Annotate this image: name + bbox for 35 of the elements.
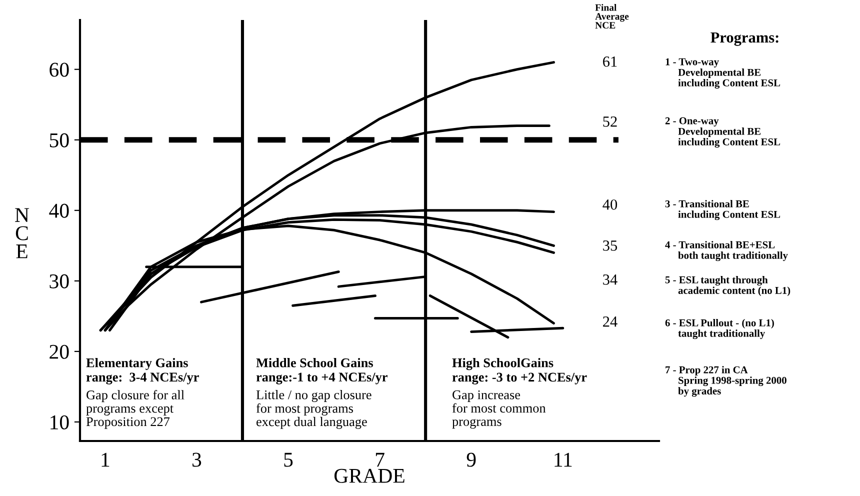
text: 1 - Two-way Developmental BE including Content ESL [666, 58, 780, 89]
y-tick-label: 30 [50, 274, 69, 288]
annotation: 34 [603, 274, 618, 285]
text: 3 - Transitional BE including Content ESL [665, 200, 780, 220]
x-tick-label: 3 [192, 452, 202, 467]
x-tick-label: 7 [376, 452, 384, 467]
x-tick-label: 11 [554, 452, 572, 467]
text: 7 - Prop 227 in CA Spring 1998-spring 2000 by grades [666, 366, 786, 397]
annotation: Little / no gap closure for most programs except dual language [256, 390, 372, 429]
x-axis-title: GRADE [334, 468, 404, 483]
x-tick-label: 1 [102, 452, 110, 467]
x-tick-label: 5 [284, 452, 293, 467]
text: 5 - ESL taught through academic content (no L1) [665, 276, 790, 296]
annotation: Gap increase for most common programs [452, 390, 546, 429]
y-tick-label: 50 [50, 133, 69, 148]
y-tick-label: 10 [50, 415, 69, 430]
annotation: 40 [602, 199, 618, 210]
y-tick-label: 20 [50, 344, 69, 359]
text: 6 - ESL Pullout - (no L1) taught traditionally [665, 319, 774, 340]
text: 4 - Transitional BE+ESL both taught traditionally [665, 241, 788, 262]
x-tick-label: 9 [466, 452, 476, 467]
text: 2 - One-way Developmental BE including Content ESL [665, 117, 780, 148]
annotation: 24 [603, 316, 618, 327]
annotation: High SchoolGains range: -3 to +2 NCEs/yr [452, 358, 587, 384]
annotation: 52 [603, 116, 617, 127]
annotation: Elementary Gains range: 3-4 NCEs/yr [86, 358, 199, 384]
annotation: 35 [603, 240, 618, 251]
annotation: Final Average NCE [595, 4, 629, 29]
y-axis-title: NCE [15, 208, 30, 258]
y-tick-label: 40 [49, 204, 69, 218]
annotation: Gap closure for all programs except Proposition 227 [86, 390, 184, 429]
text: Programs: [710, 32, 778, 46]
annotation: 61 [603, 56, 617, 67]
y-tick-label: 60 [50, 62, 69, 77]
annotation: Middle School Gains range:-1 to +4 NCEs/yr [256, 358, 388, 384]
